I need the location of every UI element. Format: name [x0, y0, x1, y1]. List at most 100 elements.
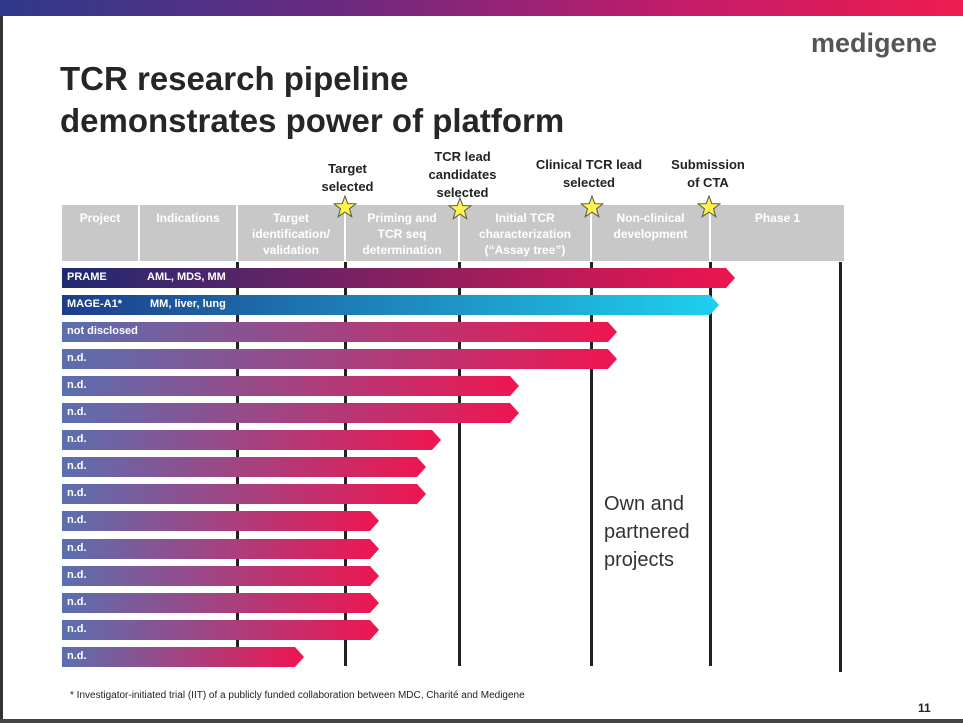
project-name: n.d.	[67, 460, 87, 472]
progress-arrow-shape	[62, 511, 379, 531]
column-header-non-clinical: Non-clinical development	[592, 205, 711, 261]
milestone-star-icon	[448, 197, 472, 220]
column-header-line: (“Assay tree”)	[484, 243, 566, 257]
milestone-line: selected	[321, 179, 374, 194]
progress-arrow	[62, 268, 735, 288]
milestone-line: candidates	[428, 167, 497, 182]
note-line: Own and	[604, 493, 685, 515]
slide-left-border	[0, 16, 3, 723]
progress-arrow-shape	[62, 349, 617, 369]
milestone-star-icon	[697, 195, 721, 218]
column-header-initial-tcr: Initial TCR characterization (“Assay tre…	[460, 205, 592, 261]
progress-arrow-shape	[62, 484, 426, 504]
title-line-1: TCR research pipeline	[60, 60, 409, 97]
column-header-target-identification: Target identification/ validation	[238, 205, 346, 261]
column-header-line: Non-clinical	[616, 211, 685, 225]
footnote: * Investigator-initiated trial (IIT) of …	[70, 690, 525, 701]
stage-divider	[709, 262, 712, 666]
column-header-line: Initial TCR	[495, 211, 555, 225]
project-row: PRAME AML, MDS, MM	[62, 268, 735, 288]
milestone-tcr-lead-candidates: TCR lead candidates selected	[410, 148, 515, 202]
project-name: PRAME	[67, 271, 107, 283]
column-header-project: Project	[62, 205, 140, 261]
title-line-2: demonstrates power of platform	[60, 102, 565, 139]
column-header-line: Indications	[156, 211, 220, 225]
milestone-line: Target	[328, 161, 367, 176]
milestone-line: selected	[436, 185, 489, 200]
progress-arrow	[62, 484, 426, 504]
project-row: n.d.	[62, 620, 379, 640]
project-row: n.d.	[62, 511, 379, 531]
project-row: n.d.	[62, 539, 379, 559]
progress-arrow	[62, 566, 379, 586]
top-gradient-bar	[0, 0, 963, 16]
column-header-line: TCR seq	[377, 227, 427, 241]
progress-arrow	[62, 539, 379, 559]
stage-divider	[839, 262, 842, 672]
project-name: n.d.	[67, 406, 87, 418]
progress-arrow-shape	[62, 322, 617, 342]
project-name: n.d.	[67, 514, 87, 526]
stage-divider	[458, 262, 461, 666]
progress-arrow-shape	[62, 430, 441, 450]
project-row: MAGE-A1* MM, liver, lung	[62, 295, 719, 315]
milestone-target-selected: Target selected	[300, 160, 395, 196]
progress-arrow	[62, 457, 426, 477]
project-name: n.d.	[67, 623, 87, 635]
project-row: n.d.	[62, 376, 519, 396]
column-header-line: validation	[262, 243, 319, 257]
column-header-indications: Indications	[140, 205, 238, 261]
progress-arrow	[62, 593, 379, 613]
progress-arrow	[62, 620, 379, 640]
progress-arrow-shape	[62, 376, 519, 396]
project-name: n.d.	[67, 542, 87, 554]
progress-arrow	[62, 647, 304, 667]
project-row: n.d.	[62, 593, 379, 613]
column-header-line: characterization	[478, 227, 572, 241]
progress-arrow-shape	[62, 295, 719, 315]
milestone-submission-cta: Submission of CTA	[660, 156, 756, 192]
project-name: n.d.	[67, 433, 87, 445]
project-row: n.d.	[62, 484, 426, 504]
project-name: MAGE-A1*	[67, 298, 123, 310]
project-name: n.d.	[67, 379, 87, 391]
progress-arrow-shape	[62, 268, 735, 288]
own-partnered-note: Own and partnered projects	[604, 490, 690, 574]
pipeline-header: Project Indications Target identificatio…	[62, 205, 844, 261]
milestone-line: TCR lead	[434, 149, 491, 164]
column-header-phase-1: Phase 1	[711, 205, 844, 261]
column-header-priming: Priming and TCR seq determination	[346, 205, 460, 261]
progress-arrow-shape	[62, 566, 379, 586]
medigene-logo: medigene	[810, 28, 937, 58]
project-name: n.d.	[67, 650, 87, 662]
column-header-line: Project	[79, 211, 121, 225]
note-line: partnered	[604, 521, 690, 543]
progress-arrow-shape	[62, 403, 519, 423]
progress-arrow-shape	[62, 593, 379, 613]
column-header-line: determination	[362, 243, 442, 257]
progress-arrow	[62, 349, 617, 369]
milestone-star-icon	[580, 195, 604, 218]
project-indication: MM, liver, lung	[150, 298, 226, 310]
slide-title: TCR research pipeline demonstrates power…	[60, 58, 564, 142]
project-name: not disclosed	[67, 325, 138, 337]
progress-arrow-shape	[62, 647, 304, 667]
column-header-line: identification/	[252, 227, 330, 241]
progress-arrow	[62, 322, 617, 342]
project-name: n.d.	[67, 569, 87, 581]
milestone-line: selected	[562, 175, 616, 190]
column-header-line: development	[613, 227, 688, 241]
project-name: n.d.	[67, 352, 87, 364]
progress-arrow	[62, 403, 519, 423]
progress-arrow-shape	[62, 457, 426, 477]
milestone-line: Clinical TCR lead	[535, 157, 643, 172]
column-header-line: Phase 1	[754, 211, 801, 225]
column-header-line: Priming and	[367, 211, 437, 225]
progress-arrow	[62, 376, 519, 396]
project-row: n.d.	[62, 403, 519, 423]
project-indication: AML, MDS, MM	[147, 271, 226, 283]
milestone-star-icon	[333, 195, 357, 218]
page-number: 11	[918, 701, 931, 715]
progress-arrow	[62, 511, 379, 531]
